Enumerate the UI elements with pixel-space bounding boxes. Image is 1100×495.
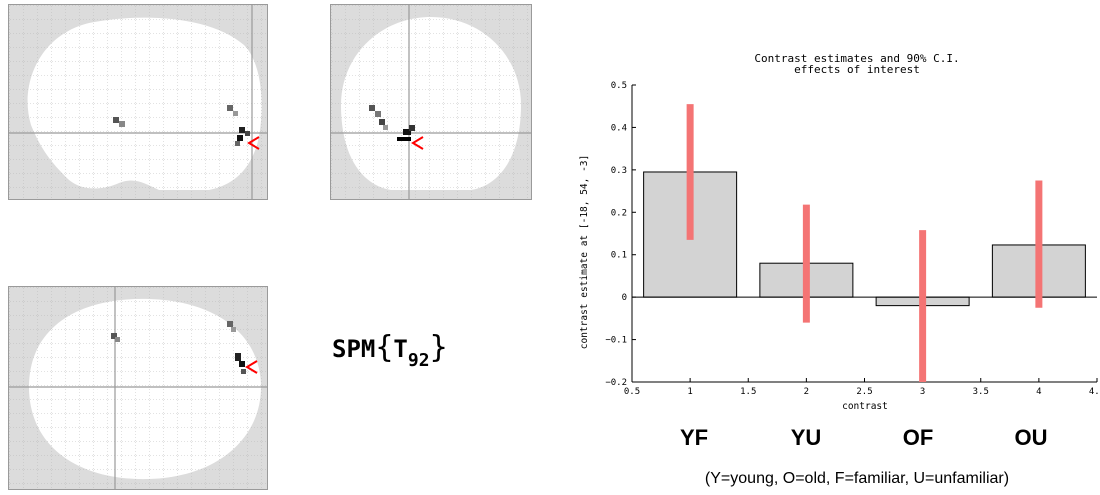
chart-subtitle: effects of interest — [794, 63, 920, 76]
spm-df: 92 — [407, 350, 430, 371]
y-tick-label: 0.3 — [611, 166, 627, 176]
y-tick-label: 0.1 — [611, 251, 627, 261]
spm-close-brace: } — [429, 330, 448, 365]
cursor-marker — [247, 136, 260, 150]
y-tick-label: −0.1 — [605, 336, 627, 346]
glass-brain-axial — [8, 286, 268, 490]
x-tick-label: 3 — [920, 387, 925, 397]
y-tick-label: 0.5 — [611, 81, 627, 91]
cursor-marker — [245, 360, 258, 374]
glass-brain-coronal — [330, 4, 532, 200]
condition-label-yu: YU — [790, 425, 822, 450]
contrast-bar-chart: Contrast estimates and 90% C.I. effects … — [579, 52, 1100, 412]
glass-brain-sagittal — [8, 4, 268, 200]
legend-caption: (Y=young, O=old, F=familiar, U=unfamilia… — [704, 470, 1010, 487]
spm-open-brace: { — [375, 330, 394, 365]
y-tick-label: 0 — [622, 293, 627, 303]
x-tick-label: 2 — [804, 387, 809, 397]
x-axis-label: contrast — [842, 401, 888, 412]
condition-label-ou: OU — [1014, 425, 1048, 450]
condition-label-yf: YF — [679, 425, 709, 450]
spm-stat: T — [393, 335, 408, 363]
x-tick-label: 0.5 — [624, 387, 640, 397]
glass-brain-axial-svg — [9, 287, 267, 489]
x-tick-label: 4.5 — [1089, 387, 1100, 397]
x-tick-label: 1.5 — [740, 387, 756, 397]
x-tick-label: 1 — [687, 387, 692, 397]
y-tick-label: 0.4 — [611, 123, 627, 133]
y-tick-label: −0.2 — [605, 378, 627, 388]
x-tick-label: 3.5 — [973, 387, 989, 397]
condition-label-of: OF — [902, 425, 934, 450]
spm-statistic-label: SPM{T92} — [332, 330, 448, 371]
glass-brain-sagittal-svg — [9, 5, 267, 199]
chart-title: Contrast estimates and 90% C.I. — [754, 52, 959, 65]
glass-brain-coronal-svg — [331, 5, 531, 199]
plot-area: −0.2 −0.1 0 0.1 0.2 0.3 0.4 0.5 0.5 1 1.5 2 2.5 3 3.5 4… — [605, 81, 1100, 397]
spm-prefix: SPM — [332, 335, 376, 363]
x-tick-label: 4 — [1036, 387, 1041, 397]
y-tick-label: 0.2 — [611, 208, 627, 218]
x-tick-label: 2.5 — [856, 387, 872, 397]
y-axis-label: contrast estimate at [-18, 54, -3] — [579, 155, 590, 349]
cursor-marker — [411, 136, 424, 150]
